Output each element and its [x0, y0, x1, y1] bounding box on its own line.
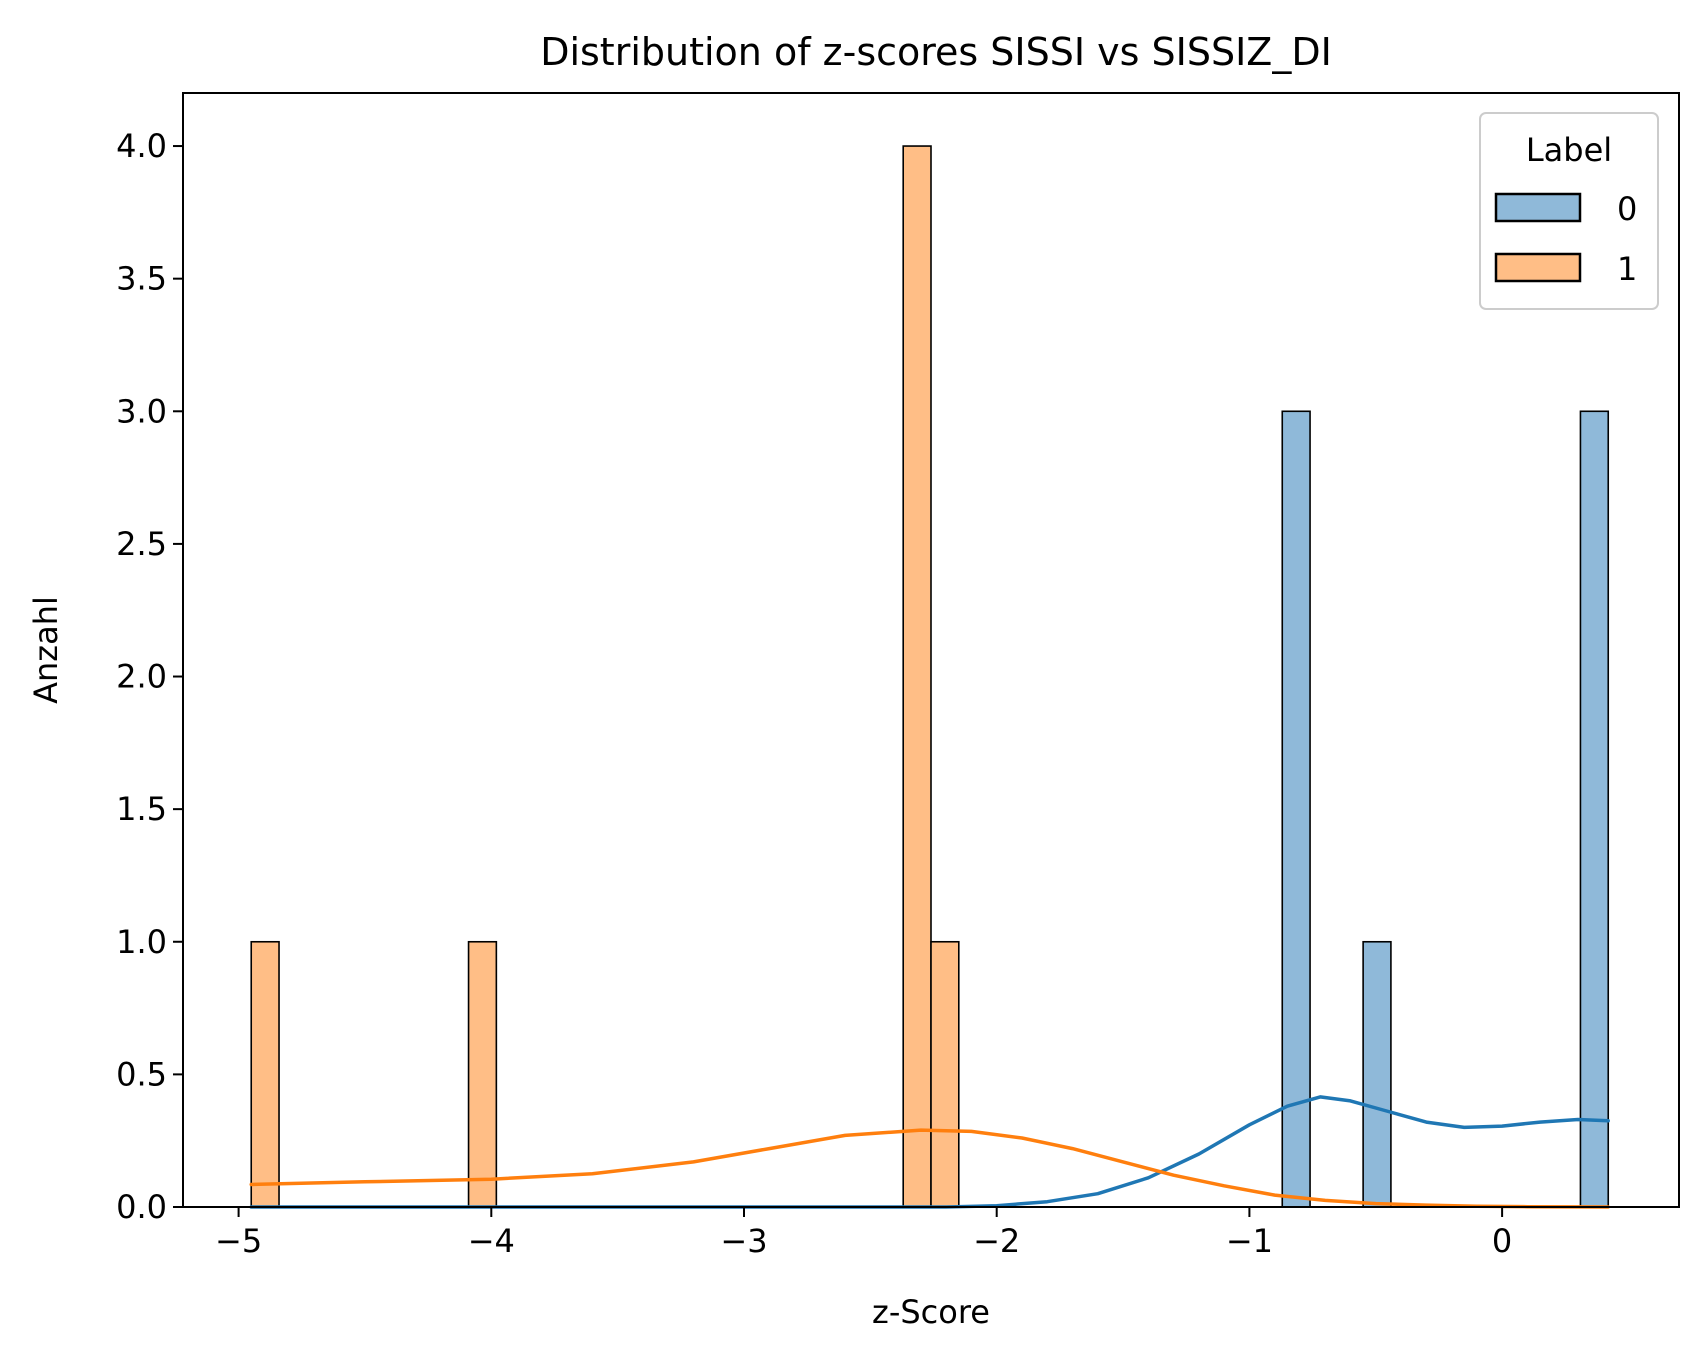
legend-title: Label [1526, 131, 1612, 169]
x-tick-label: −3 [720, 1222, 767, 1260]
y-tick-label: 2.0 [116, 658, 167, 696]
y-tick-label: 0.0 [116, 1188, 167, 1226]
y-tick-label: 2.5 [116, 525, 167, 563]
legend: Label 0 1 [1479, 112, 1659, 310]
y-tick-label: 1.5 [116, 790, 167, 828]
plot-frame [182, 92, 1680, 1208]
kde-line-label1 [249, 1128, 1610, 1209]
bar-label0-1 [1362, 940, 1392, 1208]
x-tick-label: −4 [468, 1222, 515, 1260]
bar-label1-1 [467, 940, 498, 1208]
bar-label1-2 [902, 145, 932, 1208]
y-tick-label: 1.0 [116, 923, 167, 961]
legend-swatch-0 [1494, 192, 1582, 223]
x-tick-label: 0 [1492, 1222, 1512, 1260]
bar-label1-3 [930, 940, 960, 1208]
x-tick-label: −5 [215, 1222, 262, 1260]
y-axis-label: Anzahl [27, 596, 65, 704]
x-axis: −5 −4 −3 −2 −1 0 [215, 1207, 1512, 1260]
bar-label0-0 [1281, 410, 1311, 1208]
y-tick-label: 0.5 [116, 1055, 167, 1093]
y-axis: 0.0 0.5 1.0 1.5 2.0 2.5 3.0 3.5 4.0 [116, 127, 183, 1226]
bar-label1-0 [250, 940, 280, 1208]
legend-swatch-1 [1494, 252, 1582, 283]
chart-title: Distribution of z-scores SISSI vs SISSIZ… [540, 30, 1332, 74]
x-axis-label: z-Score [872, 1293, 990, 1331]
y-tick-label: 4.0 [116, 127, 167, 165]
x-tick-label: −1 [1226, 1222, 1273, 1260]
y-tick-label: 3.5 [116, 260, 167, 298]
kde-line-label0 [249, 1095, 1610, 1209]
legend-label-0: 0 [1617, 190, 1637, 228]
plot-area [249, 145, 1610, 1209]
x-tick-label: −2 [973, 1222, 1020, 1260]
legend-label-1: 1 [1617, 250, 1637, 288]
y-tick-label: 3.0 [116, 392, 167, 430]
bar-label0-2 [1579, 410, 1610, 1208]
